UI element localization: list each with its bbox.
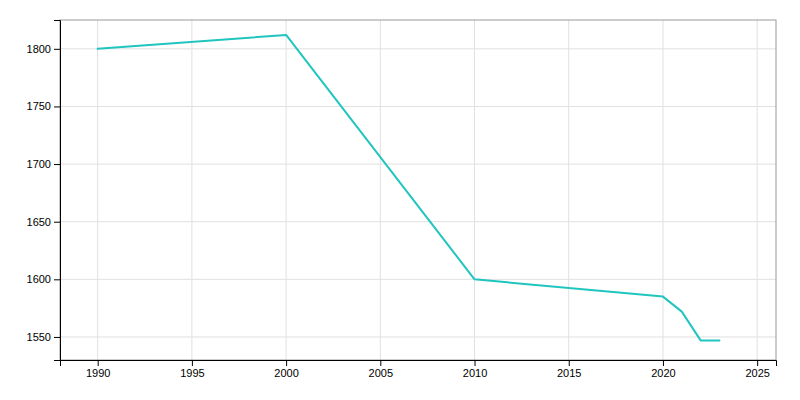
x-tick-label: 2020 [651, 367, 675, 379]
x-tick-mark [663, 360, 664, 366]
y-tick-label: 1750 [27, 100, 51, 112]
plot: 1990 1995 2000 2005 2010 2015 2020 2025 1550 1600… [27, 20, 777, 379]
y-tick-label: 1550 [27, 331, 51, 343]
x-tick-label: 2010 [463, 367, 487, 379]
marks [98, 35, 720, 340]
y-axis-line [54, 21, 61, 361]
grid-line-y [60, 48, 776, 49]
plot-frame [60, 20, 776, 360]
x-tick-mark [380, 360, 381, 366]
x-tick-mark [98, 360, 99, 366]
y-tick-mark [54, 106, 60, 107]
y-tick-label: 1600 [27, 273, 51, 285]
y-tick-mark [54, 279, 60, 280]
x-tick-label: 2000 [274, 367, 298, 379]
y-tick-mark [54, 164, 60, 165]
y-tick-label: 1700 [27, 158, 51, 170]
y-axis: 1550 1600 1650 1700 1750 1800 [27, 21, 61, 361]
x-tick-mark [286, 360, 287, 366]
y-tick: 1600 [27, 273, 60, 285]
grid-line-x [286, 20, 287, 360]
grid-line-x [474, 20, 475, 360]
x-tick: 2010 [463, 360, 487, 379]
grid-line-x [757, 20, 758, 360]
x-tick-mark [757, 360, 758, 366]
y-tick: 1700 [27, 158, 60, 170]
x-tick-label: 2015 [557, 367, 581, 379]
y-tick: 1800 [27, 43, 60, 55]
x-tick-mark [475, 360, 476, 366]
x-tick-label: 1990 [86, 367, 110, 379]
x-axis-line [61, 361, 777, 367]
x-tick: 2000 [274, 360, 298, 379]
grid-line-y [60, 279, 776, 280]
y-tick: 1550 [27, 331, 60, 343]
y-tick-mark [54, 49, 60, 50]
grid-line-y [60, 221, 776, 222]
x-tick-mark [569, 360, 570, 366]
grid [60, 20, 776, 360]
y-tick-mark [54, 222, 60, 223]
grid-line-y [60, 164, 776, 165]
x-tick: 1995 [180, 360, 204, 379]
x-tick-mark [192, 360, 193, 366]
grid-line-x [97, 20, 98, 360]
y-tick-mark [54, 337, 60, 338]
y-tick-label: 1800 [27, 43, 51, 55]
x-tick: 2005 [369, 360, 393, 379]
y-tick-label: 1650 [27, 216, 51, 228]
grid-line-x [191, 20, 192, 360]
x-tick: 2015 [557, 360, 581, 379]
grid-line-x [662, 20, 663, 360]
y-tick: 1750 [27, 100, 60, 112]
grid-line-x [380, 20, 381, 360]
grid-line-x [568, 20, 569, 360]
y-tick: 1650 [27, 216, 60, 228]
grid-line-y [60, 106, 776, 107]
x-tick-label: 2005 [369, 367, 393, 379]
x-tick-label: 2025 [745, 367, 769, 379]
x-tick: 2020 [651, 360, 675, 379]
x-tick-label: 1995 [180, 367, 204, 379]
x-tick: 1990 [86, 360, 110, 379]
grid-line-y [60, 336, 776, 337]
line [98, 35, 720, 340]
chart: 1990 1995 2000 2005 2010 2015 2020 2025 1550 1600… [0, 0, 800, 400]
x-tick: 2025 [745, 360, 769, 379]
x-axis: 1990 1995 2000 2005 2010 2015 2020 2025 [61, 360, 777, 379]
